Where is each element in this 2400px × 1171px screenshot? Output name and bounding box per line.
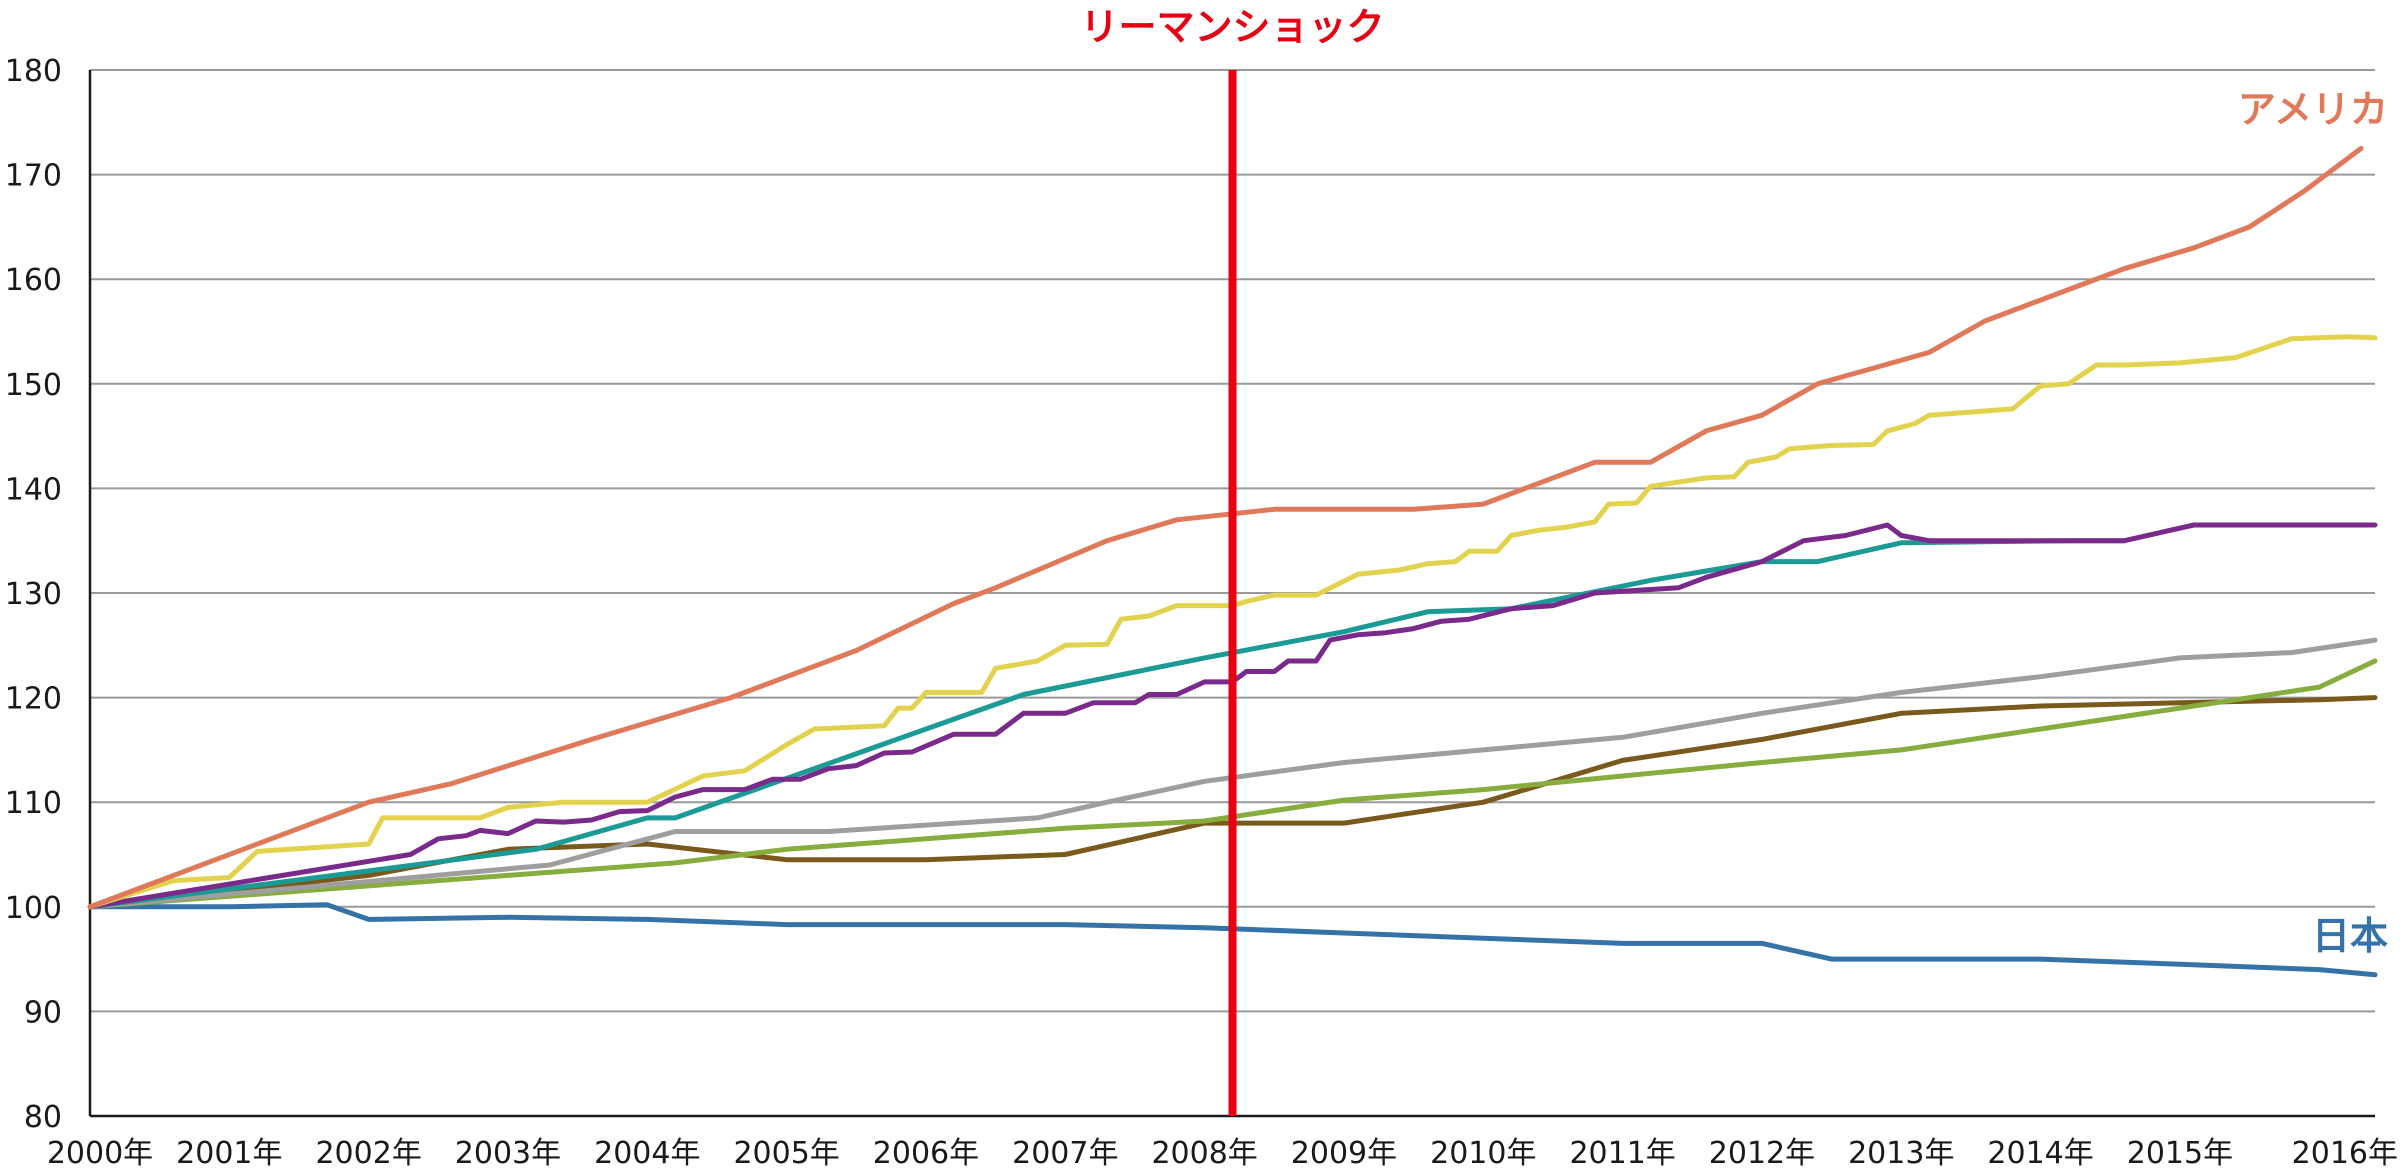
series-line-4 bbox=[87, 637, 2378, 910]
x-tick-label: 2003年 bbox=[455, 1136, 561, 1171]
x-tick-labels: 2000年 2001年 2002年 2003年 2004年 2005年 2006年 2007年… bbox=[47, 1136, 2398, 1171]
series-line-1 bbox=[87, 334, 2378, 910]
x-tick-label: 2011年 bbox=[1569, 1136, 1675, 1171]
event-label: リーマンショック bbox=[1080, 5, 1384, 49]
y-tick-label: 160 bbox=[5, 263, 62, 298]
series-line-5 bbox=[87, 658, 2378, 910]
x-tick-label: 2012年 bbox=[1709, 1136, 1815, 1171]
x-tick-label: 2006年 bbox=[873, 1136, 979, 1171]
y-tick-label: 90 bbox=[24, 995, 62, 1030]
y-tick-labels: 80 90 100 110 120 130 140 150 160 170 180 bbox=[5, 54, 62, 1135]
series-lines bbox=[87, 145, 2378, 978]
x-tick-label: 2000年 bbox=[47, 1136, 153, 1171]
x-tick-label: 2016年 bbox=[2292, 1136, 2398, 1171]
y-tick-label: 80 bbox=[24, 1100, 62, 1135]
x-tick-label: 2010年 bbox=[1430, 1136, 1536, 1171]
x-tick-label: 2007年 bbox=[1012, 1136, 1118, 1171]
y-tick-label: 170 bbox=[5, 159, 62, 194]
series-line-3 bbox=[87, 538, 2127, 910]
series-line-7 bbox=[87, 902, 2378, 978]
x-tick-label: 2009年 bbox=[1291, 1136, 1397, 1171]
x-tick-label: 2015年 bbox=[2127, 1136, 2233, 1171]
x-tick-label: 2014年 bbox=[1987, 1136, 2093, 1171]
series-label: 日本 bbox=[2312, 914, 2388, 958]
x-tick-label: 2013年 bbox=[1848, 1136, 1954, 1171]
y-tick-label: 130 bbox=[5, 577, 62, 612]
y-tick-label: 180 bbox=[5, 54, 62, 89]
x-tick-label: 2005年 bbox=[733, 1136, 839, 1171]
y-tick-label: 140 bbox=[5, 472, 62, 507]
x-tick-label: 2008年 bbox=[1151, 1136, 1257, 1171]
y-tick-label: 150 bbox=[5, 368, 62, 403]
series-label: アメリカ bbox=[2238, 87, 2388, 131]
series-line-6 bbox=[87, 695, 2378, 910]
x-tick-label: 2001年 bbox=[176, 1136, 282, 1171]
y-tick-label: 100 bbox=[5, 891, 62, 926]
series-line-0 bbox=[87, 145, 2364, 910]
series-line-2 bbox=[87, 522, 2378, 910]
y-tick-label: 110 bbox=[5, 786, 62, 821]
x-tick-label: 2004年 bbox=[594, 1136, 700, 1171]
x-tick-label: 2002年 bbox=[315, 1136, 421, 1171]
y-tick-label: 120 bbox=[5, 682, 62, 717]
